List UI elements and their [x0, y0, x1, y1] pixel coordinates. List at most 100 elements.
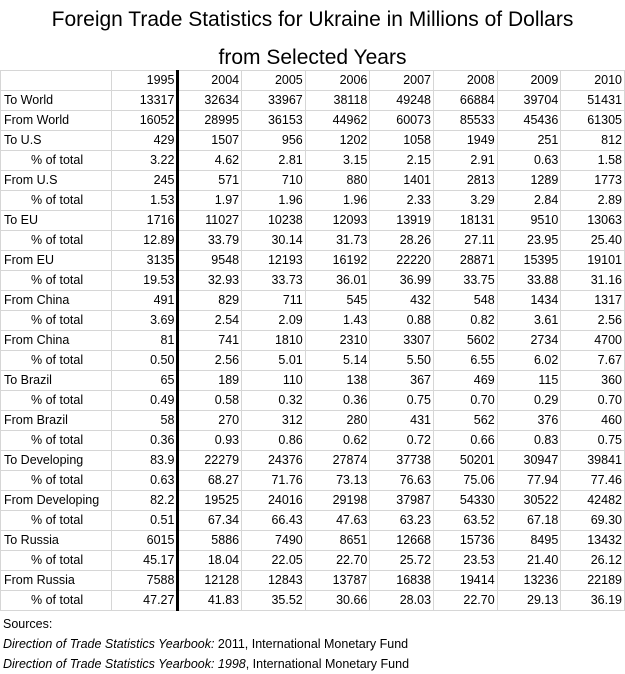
value-cell[interactable]: 0.63 [110, 470, 180, 491]
value-cell[interactable]: 270 [177, 410, 243, 431]
value-cell[interactable]: 0.62 [304, 430, 371, 451]
value-cell[interactable]: 47.27 [110, 590, 180, 611]
value-cell[interactable]: 36.01 [304, 270, 371, 291]
value-cell[interactable]: 1202 [304, 130, 371, 151]
value-cell[interactable]: 22189 [560, 570, 625, 591]
value-cell[interactable]: 2310 [304, 330, 371, 351]
value-cell[interactable]: 1289 [496, 170, 562, 191]
value-cell[interactable]: 1.43 [304, 310, 371, 331]
value-cell[interactable]: 2.09 [241, 310, 306, 331]
value-cell[interactable]: 30.66 [304, 590, 371, 611]
value-cell[interactable]: 28.26 [369, 230, 435, 251]
value-cell[interactable]: 1.97 [177, 190, 243, 211]
year-header-cell[interactable]: 2006 [304, 70, 371, 91]
value-cell[interactable]: 6015 [110, 530, 180, 551]
value-cell[interactable]: 12668 [369, 530, 435, 551]
value-cell[interactable]: 0.88 [369, 310, 435, 331]
value-cell[interactable]: 47.63 [304, 510, 371, 531]
value-cell[interactable]: 27.11 [433, 230, 498, 251]
value-cell[interactable]: 2.56 [560, 310, 625, 331]
value-cell[interactable]: 12843 [241, 570, 306, 591]
value-cell[interactable]: 6.55 [433, 350, 498, 371]
value-cell[interactable]: 45436 [496, 110, 562, 131]
value-cell[interactable]: 22.70 [433, 590, 498, 611]
value-cell[interactable]: 7.67 [560, 350, 625, 371]
value-cell[interactable]: 31.16 [560, 270, 625, 291]
row-label-cell[interactable]: % of total [0, 350, 112, 371]
value-cell[interactable]: 0.82 [433, 310, 498, 331]
value-cell[interactable]: 2.81 [241, 150, 306, 171]
value-cell[interactable]: 0.70 [560, 390, 625, 411]
row-label-cell[interactable]: % of total [0, 310, 112, 331]
value-cell[interactable]: 44962 [304, 110, 371, 131]
value-cell[interactable]: 50201 [433, 450, 498, 471]
value-cell[interactable]: 13432 [560, 530, 625, 551]
row-label-cell[interactable]: To Russia [0, 530, 112, 551]
value-cell[interactable]: 25.40 [560, 230, 625, 251]
value-cell[interactable]: 19414 [433, 570, 498, 591]
value-cell[interactable]: 12.89 [110, 230, 180, 251]
value-cell[interactable]: 3.61 [496, 310, 562, 331]
value-cell[interactable]: 25.72 [369, 550, 435, 571]
value-cell[interactable]: 18131 [433, 210, 498, 231]
value-cell[interactable]: 61305 [560, 110, 625, 131]
value-cell[interactable]: 3135 [110, 250, 180, 271]
value-cell[interactable]: 30.14 [241, 230, 306, 251]
value-cell[interactable]: 0.32 [241, 390, 306, 411]
value-cell[interactable]: 3.69 [110, 310, 180, 331]
year-header-cell[interactable]: 1995 [110, 70, 180, 91]
row-label-cell[interactable]: To Developing [0, 450, 112, 471]
value-cell[interactable]: 1401 [369, 170, 435, 191]
value-cell[interactable]: 23.95 [496, 230, 562, 251]
value-cell[interactable]: 5602 [433, 330, 498, 351]
value-cell[interactable]: 77.46 [560, 470, 625, 491]
value-cell[interactable]: 12193 [241, 250, 306, 271]
row-label-cell[interactable]: % of total [0, 230, 112, 251]
value-cell[interactable]: 30947 [496, 450, 562, 471]
row-label-cell[interactable]: From China [0, 290, 112, 311]
value-cell[interactable]: 5.01 [241, 350, 306, 371]
value-cell[interactable]: 711 [241, 290, 306, 311]
row-label-cell[interactable]: From China [0, 330, 112, 351]
year-header-cell[interactable]: 2005 [241, 70, 306, 91]
value-cell[interactable]: 0.36 [304, 390, 371, 411]
value-cell[interactable]: 0.63 [496, 150, 562, 171]
value-cell[interactable]: 75.06 [433, 470, 498, 491]
value-cell[interactable]: 22.70 [304, 550, 371, 571]
row-label-cell[interactable]: From Russia [0, 570, 112, 591]
year-header-cell[interactable]: 2004 [177, 70, 243, 91]
value-cell[interactable]: 13787 [304, 570, 371, 591]
value-cell[interactable]: 63.23 [369, 510, 435, 531]
value-cell[interactable]: 2.33 [369, 190, 435, 211]
value-cell[interactable]: 880 [304, 170, 371, 191]
value-cell[interactable]: 1058 [369, 130, 435, 151]
value-cell[interactable]: 33.73 [241, 270, 306, 291]
value-cell[interactable]: 18.04 [177, 550, 243, 571]
value-cell[interactable]: 1.96 [304, 190, 371, 211]
value-cell[interactable]: 4.62 [177, 150, 243, 171]
value-cell[interactable]: 38118 [304, 90, 371, 111]
value-cell[interactable]: 66.43 [241, 510, 306, 531]
value-cell[interactable]: 13063 [560, 210, 625, 231]
row-label-cell[interactable]: From U.S [0, 170, 112, 191]
value-cell[interactable]: 545 [304, 290, 371, 311]
value-cell[interactable]: 13317 [110, 90, 180, 111]
value-cell[interactable]: 26.12 [560, 550, 625, 571]
value-cell[interactable]: 460 [560, 410, 625, 431]
row-label-cell[interactable]: % of total [0, 550, 112, 571]
value-cell[interactable]: 42482 [560, 490, 625, 511]
value-cell[interactable]: 360 [560, 370, 625, 391]
value-cell[interactable]: 0.72 [369, 430, 435, 451]
value-cell[interactable]: 0.49 [110, 390, 180, 411]
row-label-cell[interactable]: % of total [0, 590, 112, 611]
value-cell[interactable]: 829 [177, 290, 243, 311]
value-cell[interactable]: 23.53 [433, 550, 498, 571]
value-cell[interactable]: 1949 [433, 130, 498, 151]
value-cell[interactable]: 73.13 [304, 470, 371, 491]
value-cell[interactable]: 36.19 [560, 590, 625, 611]
value-cell[interactable]: 1.58 [560, 150, 625, 171]
value-cell[interactable]: 67.18 [496, 510, 562, 531]
value-cell[interactable]: 30522 [496, 490, 562, 511]
value-cell[interactable]: 2.84 [496, 190, 562, 211]
value-cell[interactable]: 1.53 [110, 190, 180, 211]
